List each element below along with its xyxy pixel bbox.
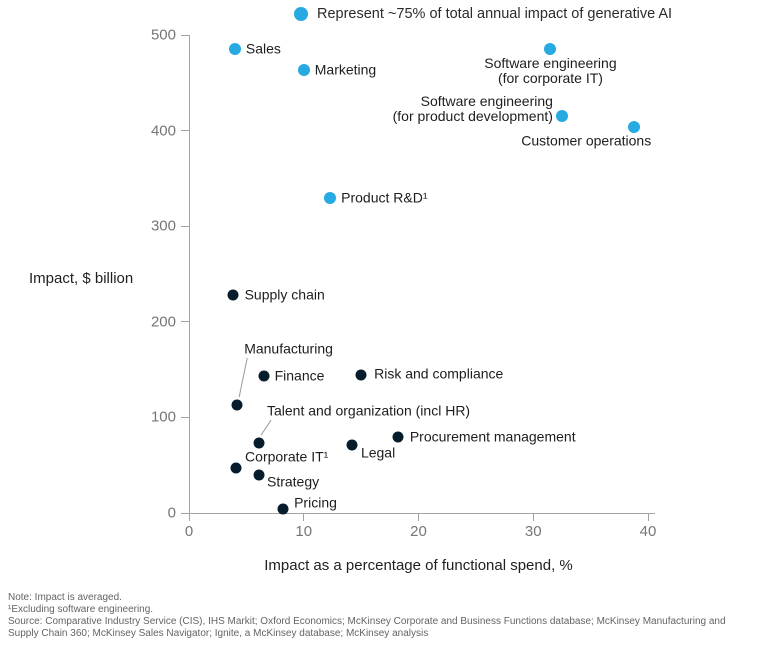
scatter-plot-area: 0 100 200 300 400 500 0 10 20 30 40 Sales Marketing S… [151,27,656,541]
data-point-manufacturing [231,399,243,411]
data-point-risk-and-compliance [355,369,367,381]
x-tick-label-0: 0 [184,523,194,540]
data-point-sales [228,43,241,56]
point-label-line: Corporate IT¹ [245,448,329,465]
data-point-software-engineering-for-product-development [555,110,568,123]
data-point-corporate-it [230,462,242,474]
point-label-line: Sales [245,40,281,57]
point-label-line: Manufacturing [244,340,333,357]
data-point-supply-chain [227,289,239,301]
point-label-line: Customer operations [521,132,652,149]
y-tick-400 [181,130,189,132]
point-label-marketing: Marketing [314,61,377,78]
y-axis-title: Impact, $ billion [29,270,134,287]
point-label-product-r-d: Product R&D¹ [341,189,428,206]
y-tick-0 [181,512,189,514]
y-tick-label-300: 300 [150,217,176,235]
x-axis-title: Impact as a percentage of functional spe… [264,557,573,574]
y-tick-label-500: 500 [150,26,176,44]
legend-dot-icon [294,7,308,21]
y-tick-label-100: 100 [150,408,176,426]
point-label-line: Software engineering [420,93,553,110]
y-tick-100 [181,416,189,418]
point-label-manufacturing: Manufacturing [244,341,333,356]
point-label-line: Supply chain [244,286,325,303]
point-label-software-engineering-for-product-development: Software engineering (for product develop… [393,94,553,124]
data-point-finance [258,370,270,382]
x-tick-label-30: 30 [524,523,542,540]
y-tick-label-0: 0 [167,504,176,522]
point-label-line: Pricing [294,494,337,511]
point-label-strategy: Strategy [267,474,319,489]
point-label-line: Talent and organization (incl HR) [266,402,471,419]
data-point-strategy [253,469,265,481]
point-label-pricing: Pricing [294,494,337,511]
data-point-procurement-management [392,431,404,443]
point-label-supply-chain: Supply chain [244,286,325,303]
x-tick-label-40: 40 [639,523,657,540]
data-point-product-r-d [324,192,337,205]
y-axis-line [189,35,190,514]
footnote-note: Note: Impact is averaged. [8,592,122,603]
point-label-line: Software engineering [484,55,617,72]
x-tick-30 [532,513,534,521]
footnotes: Note: Impact is averaged. ¹Excluding sof… [8,592,745,640]
point-label-line: Finance [274,367,325,384]
x-tick-40 [647,513,649,521]
point-label-line: Procurement management [409,428,576,445]
point-label-line: (for product development) [392,108,553,125]
point-label-customer-operations: Customer operations [521,133,651,148]
x-axis-line [189,513,655,514]
x-tick-label-10: 10 [295,523,313,540]
x-tick-label-20: 20 [410,523,427,540]
x-tick-10 [303,513,305,521]
legend-label: Represent ~75% of total annual impact of… [317,6,673,22]
point-label-corporate-it: Corporate IT¹ [245,448,329,465]
data-point-legal [346,439,358,451]
y-tick-label-400: 400 [150,122,176,140]
data-point-customer-operations [628,120,641,133]
data-point-talent-and-organization-incl-hr [253,437,265,449]
data-point-software-engineering-for-corporate-it [544,43,557,56]
footnote-source: Source: Comparative Industry Service (CI… [8,616,726,639]
point-label-line: Product R&D¹ [341,189,428,206]
leader-line-talent-and-organization-incl-hr [260,419,272,436]
data-point-marketing [297,64,310,77]
y-tick-200 [181,321,189,323]
point-label-sales: Sales [245,40,281,57]
x-tick-0 [188,513,190,521]
leader-line-manufacturing [238,357,248,398]
data-point-pricing [277,503,289,515]
point-label-software-engineering-for-corporate-it: Software engineering (for corporate IT) [484,56,616,86]
footnote-1: ¹Excluding software engineering. [8,604,154,615]
point-label-line: Marketing [314,61,377,78]
point-label-line: (for corporate IT) [497,70,603,87]
point-label-risk-and-compliance: Risk and compliance [374,365,504,382]
point-label-finance: Finance [274,367,325,384]
point-label-line: Legal [360,444,396,461]
chart-legend: Represent ~75% of total annual impact of… [294,6,672,22]
point-label-talent-and-organization-incl-hr: Talent and organization (incl HR) [266,402,471,419]
y-tick-300 [181,225,189,227]
point-label-line: Risk and compliance [374,365,504,382]
point-label-procurement-management: Procurement management [409,428,576,445]
point-label-legal: Legal [360,444,396,461]
y-tick-500 [181,34,189,36]
x-tick-20 [418,513,419,521]
y-tick-label-200: 200 [150,313,176,331]
point-label-line: Strategy [266,473,320,490]
